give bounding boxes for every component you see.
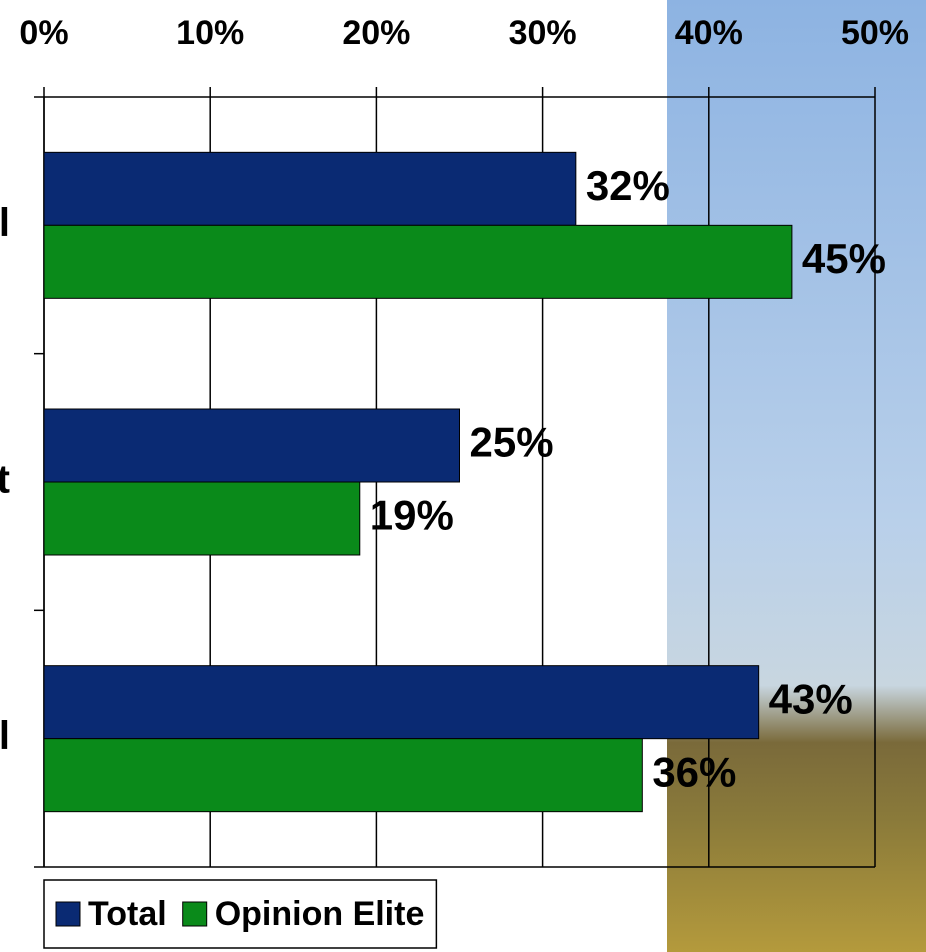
y-tick-label: l [0, 714, 10, 758]
y-tick-label: t [0, 458, 10, 502]
legend-swatch [55, 901, 81, 927]
x-tick-label: 20% [342, 14, 410, 52]
x-tick-label: 30% [509, 14, 577, 52]
data-label: 19% [370, 492, 454, 539]
data-label: 43% [769, 675, 853, 722]
bar [43, 481, 361, 556]
x-tick-label: 50% [841, 14, 909, 52]
data-label: 32% [586, 162, 670, 209]
bar [43, 224, 793, 299]
bar [43, 151, 577, 226]
bar [43, 738, 643, 813]
legend-label: Total [88, 895, 167, 933]
legend-label: Opinion Elite [215, 895, 425, 933]
data-label: 36% [652, 748, 736, 795]
legend-swatch [182, 901, 208, 927]
bar [43, 665, 760, 740]
x-tick-label: 40% [675, 14, 743, 52]
background-photo [667, 0, 926, 952]
x-tick-label: 0% [19, 14, 68, 52]
data-label: 45% [802, 235, 886, 282]
y-tick-label: l [0, 201, 10, 245]
data-label: 25% [470, 419, 554, 466]
x-tick-label: 10% [176, 14, 244, 52]
legend-box [43, 879, 438, 949]
bar [43, 408, 460, 483]
